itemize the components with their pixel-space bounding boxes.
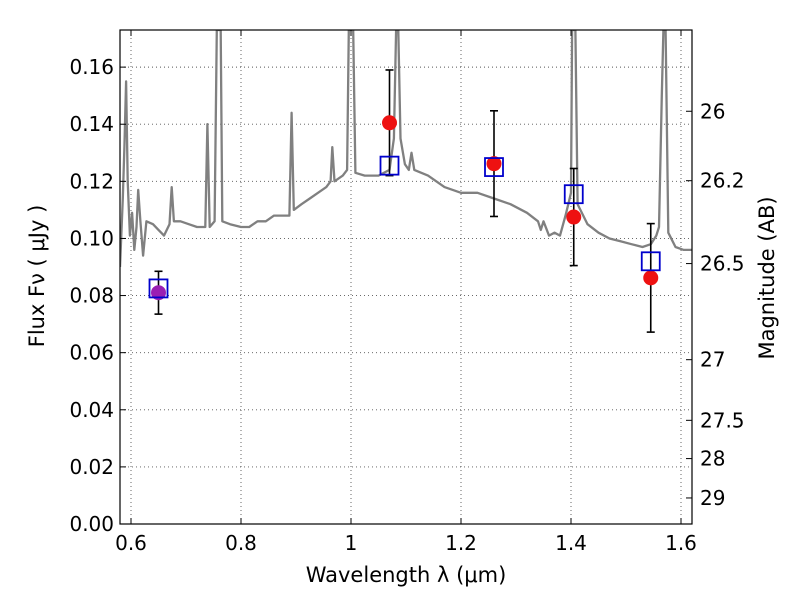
y-tick-label: 0.06 <box>69 341 114 365</box>
magnitude-tick-label: 27 <box>700 348 725 372</box>
x-tick-label: 1.2 <box>445 531 477 555</box>
plot-frame <box>119 29 693 525</box>
magnitude-tick-label: 26 <box>700 99 725 123</box>
magnitude-tick-label: 26.5 <box>700 252 745 276</box>
magnitude-tick-label: 28 <box>700 447 725 471</box>
observed-photometry <box>151 69 659 333</box>
model-square-marker <box>379 155 400 176</box>
model-spectrum-line <box>120 30 692 268</box>
model-square-marker <box>484 157 504 177</box>
x-tick-label: 0.6 <box>115 531 147 555</box>
y-tick-label: 0.16 <box>69 55 114 79</box>
observed-point <box>151 270 166 315</box>
model-square-marker <box>563 184 584 205</box>
y-tick-label: 0.04 <box>69 398 114 422</box>
plot-background <box>120 30 692 524</box>
model-square-marker <box>148 278 169 299</box>
x-tick-label: 0.8 <box>225 531 257 555</box>
x-axis-label: Wavelength λ (μm) <box>306 563 507 587</box>
y-tick-label: 0.12 <box>69 169 114 193</box>
y-tick-label: 0.08 <box>69 284 114 308</box>
model-photometry <box>148 155 661 299</box>
observed-marker <box>486 156 502 172</box>
magnitude-tick-label: 26.2 <box>700 169 745 193</box>
magnitude-axis-label: Magnitude (AB) <box>755 196 779 359</box>
observed-marker <box>643 270 659 286</box>
y-axis-ticks: 0.00 0.02 0.04 0.06 0.08 0.10 0.12 0.14 0.16 <box>69 55 126 536</box>
x-axis-ticks: 0.6 0.8 1 1.2 1.4 1.6 <box>115 30 697 555</box>
x-tick-label: 1.4 <box>555 531 587 555</box>
y-tick-label: 0.02 <box>69 455 114 479</box>
magnitude-axis-ticks: 26 26.2 26.5 27 27.5 28 29 <box>686 99 745 510</box>
x-tick-label: 1 <box>345 531 358 555</box>
observed-marker <box>382 115 397 131</box>
x-tick-label: 1.6 <box>665 531 697 555</box>
y-tick-label: 0.00 <box>69 512 114 536</box>
observed-marker <box>151 285 166 301</box>
model-square-marker <box>640 251 661 272</box>
observed-point <box>643 222 659 333</box>
y-tick-label: 0.14 <box>69 112 114 136</box>
observed-point <box>486 110 502 218</box>
magnitude-tick-label: 27.5 <box>700 408 745 432</box>
y-axis-label: Flux Fν ( μJy ) <box>25 205 49 348</box>
observed-marker <box>566 209 582 225</box>
magnitude-tick-label: 29 <box>700 486 725 510</box>
observed-point <box>382 69 397 177</box>
y-tick-label: 0.10 <box>69 226 114 250</box>
